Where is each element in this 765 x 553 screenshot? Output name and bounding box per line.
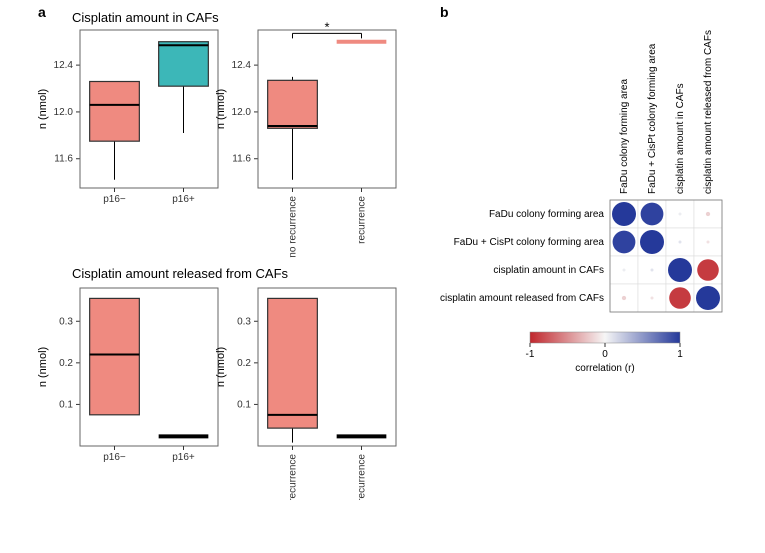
y-axis-title: n (nmol) [215, 89, 227, 129]
corr-dot [679, 241, 682, 244]
corr-dot [707, 241, 710, 244]
corr-dot [696, 286, 720, 310]
boxplot-top_right: 11.6 12.0 12.4 n (nmol) no recurrence recurre… [215, 19, 396, 257]
x-tick-label: p16+ [172, 194, 195, 205]
corr-dot [613, 231, 636, 254]
corr-dot [706, 212, 710, 216]
colorbar-tick: 0 [602, 349, 608, 360]
box [90, 298, 140, 414]
boxplot-bottom_left: 0.1 0.2 0.3 n (nmol) p16− p16+ [37, 288, 218, 463]
corr-dot [668, 258, 692, 282]
corr-dot [651, 297, 654, 300]
y-tick-label: 0.1 [59, 399, 73, 410]
corr-dot [697, 259, 719, 281]
y-tick-label: 0.1 [237, 399, 251, 410]
x-tick-label: p16− [103, 194, 126, 205]
corr-col-label: FaDu + CisPt colony forming area [647, 43, 658, 194]
corr-row-label: FaDu + CisPt colony forming area [454, 237, 605, 248]
corr-dot [622, 296, 626, 300]
colorbar-title: correlation (r) [575, 363, 634, 374]
box [268, 80, 318, 128]
corr-col-label: cisplatin amount released from CAFs [703, 30, 714, 194]
y-axis-title: n (nmol) [37, 347, 49, 387]
correlation-colorbar: -1 0 1 correlation (r) [526, 332, 684, 374]
x-tick-label: p16− [103, 452, 126, 463]
y-tick-label: 11.6 [232, 154, 251, 165]
significance-star: * [324, 19, 329, 34]
x-tick-label: no recurrence [288, 196, 299, 258]
corr-dot [623, 269, 626, 272]
corr-dot [640, 230, 664, 254]
y-tick-label: 0.2 [237, 358, 251, 369]
y-tick-label: 11.6 [54, 154, 73, 165]
correlation-matrix: FaDu colony forming area FaDu + CisPt col… [440, 30, 722, 312]
boxplots-svg: 11.6 12.0 12.4 n (nmol) p16− p16+ 11.6 12.0 12.4… [30, 0, 450, 500]
y-tick-label: 12.4 [232, 60, 252, 71]
y-tick-label: 12.4 [54, 60, 74, 71]
y-tick-label: 0.2 [59, 358, 73, 369]
corr-row-label: FaDu colony forming area [489, 209, 604, 220]
corr-dot [669, 287, 691, 309]
y-tick-label: 0.3 [59, 316, 73, 327]
y-axis-title: n (nmol) [37, 89, 49, 129]
x-tick-label: recurrence [357, 196, 368, 244]
colorbar-tick: -1 [526, 349, 535, 360]
corr-dot [651, 269, 654, 272]
box [90, 81, 140, 141]
correlation-svg: FaDu colony forming area FaDu + CisPt col… [435, 0, 765, 400]
corr-row-label: cisplatin amount released from CAFs [440, 293, 604, 304]
boxplot-top_left: 11.6 12.0 12.4 n (nmol) p16− p16+ [37, 30, 218, 205]
y-axis-title: n (nmol) [215, 347, 227, 387]
y-tick-label: 12.0 [54, 107, 74, 118]
x-tick-label: p16+ [172, 452, 195, 463]
corr-dot [612, 202, 636, 226]
y-tick-label: 0.3 [237, 316, 251, 327]
corr-row-label: cisplatin amount in CAFs [493, 265, 604, 276]
boxplot-bottom_right: 0.1 0.2 0.3 n (nmol) no recurrence recurrence [215, 288, 396, 500]
x-tick-label: recurrence [357, 454, 368, 500]
x-tick-label: no recurrence [288, 454, 299, 500]
corr-col-label: cisplatin amount in CAFs [675, 83, 686, 194]
colorbar-tick: 1 [677, 349, 683, 360]
corr-col-label: FaDu colony forming area [619, 79, 630, 194]
y-tick-label: 12.0 [232, 107, 252, 118]
box [159, 42, 209, 86]
corr-dot [641, 203, 664, 226]
box [268, 298, 318, 428]
corr-dot [679, 213, 682, 216]
